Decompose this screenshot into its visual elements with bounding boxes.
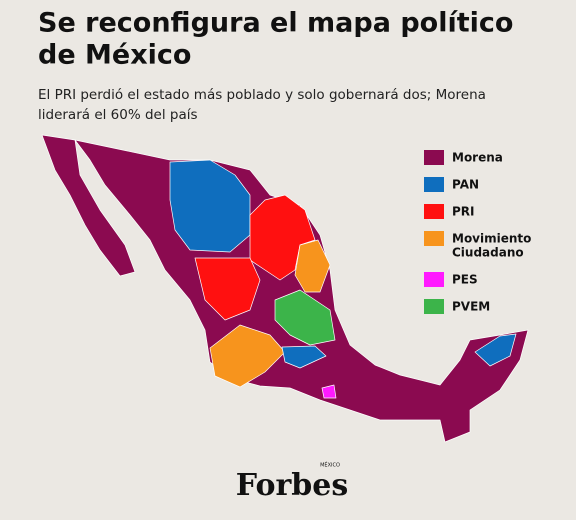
legend-swatch — [424, 177, 444, 192]
morelos — [321, 384, 337, 399]
legend-swatch — [424, 272, 444, 287]
legend-label: Morena — [452, 151, 503, 165]
legend-label: Movimiento — [452, 232, 531, 246]
baja-peninsula — [41, 134, 136, 277]
queretaro-guanajuato — [281, 345, 327, 369]
map — [41, 134, 529, 443]
legend-label: PAN — [452, 178, 479, 192]
slp-zacatecas — [274, 289, 336, 346]
logo: Forbes — [236, 468, 348, 503]
legend-swatch — [424, 299, 444, 314]
chihuahua — [169, 159, 251, 253]
legend-swatch — [424, 150, 444, 165]
yucatan — [474, 333, 517, 367]
subtitle-line: El PRI perdió el estado más poblado y so… — [38, 87, 486, 103]
coahuila — [249, 194, 316, 281]
title-line: de México — [38, 40, 191, 71]
legend-swatch — [424, 204, 444, 219]
legend-label: PVEM — [452, 300, 490, 314]
durango — [194, 257, 261, 321]
legend-label: PRI — [452, 205, 475, 219]
logo-sub: MÉXICO — [320, 461, 340, 469]
title-line: Se reconfigura el mapa político — [38, 8, 513, 39]
nuevo-leon — [294, 239, 331, 293]
legend-label: PES — [452, 273, 478, 287]
subtitle-line: liderará el 60% del país — [38, 107, 198, 123]
legend-label: Ciudadano — [452, 246, 524, 260]
legend-swatch — [424, 231, 444, 246]
jalisco — [209, 324, 286, 388]
